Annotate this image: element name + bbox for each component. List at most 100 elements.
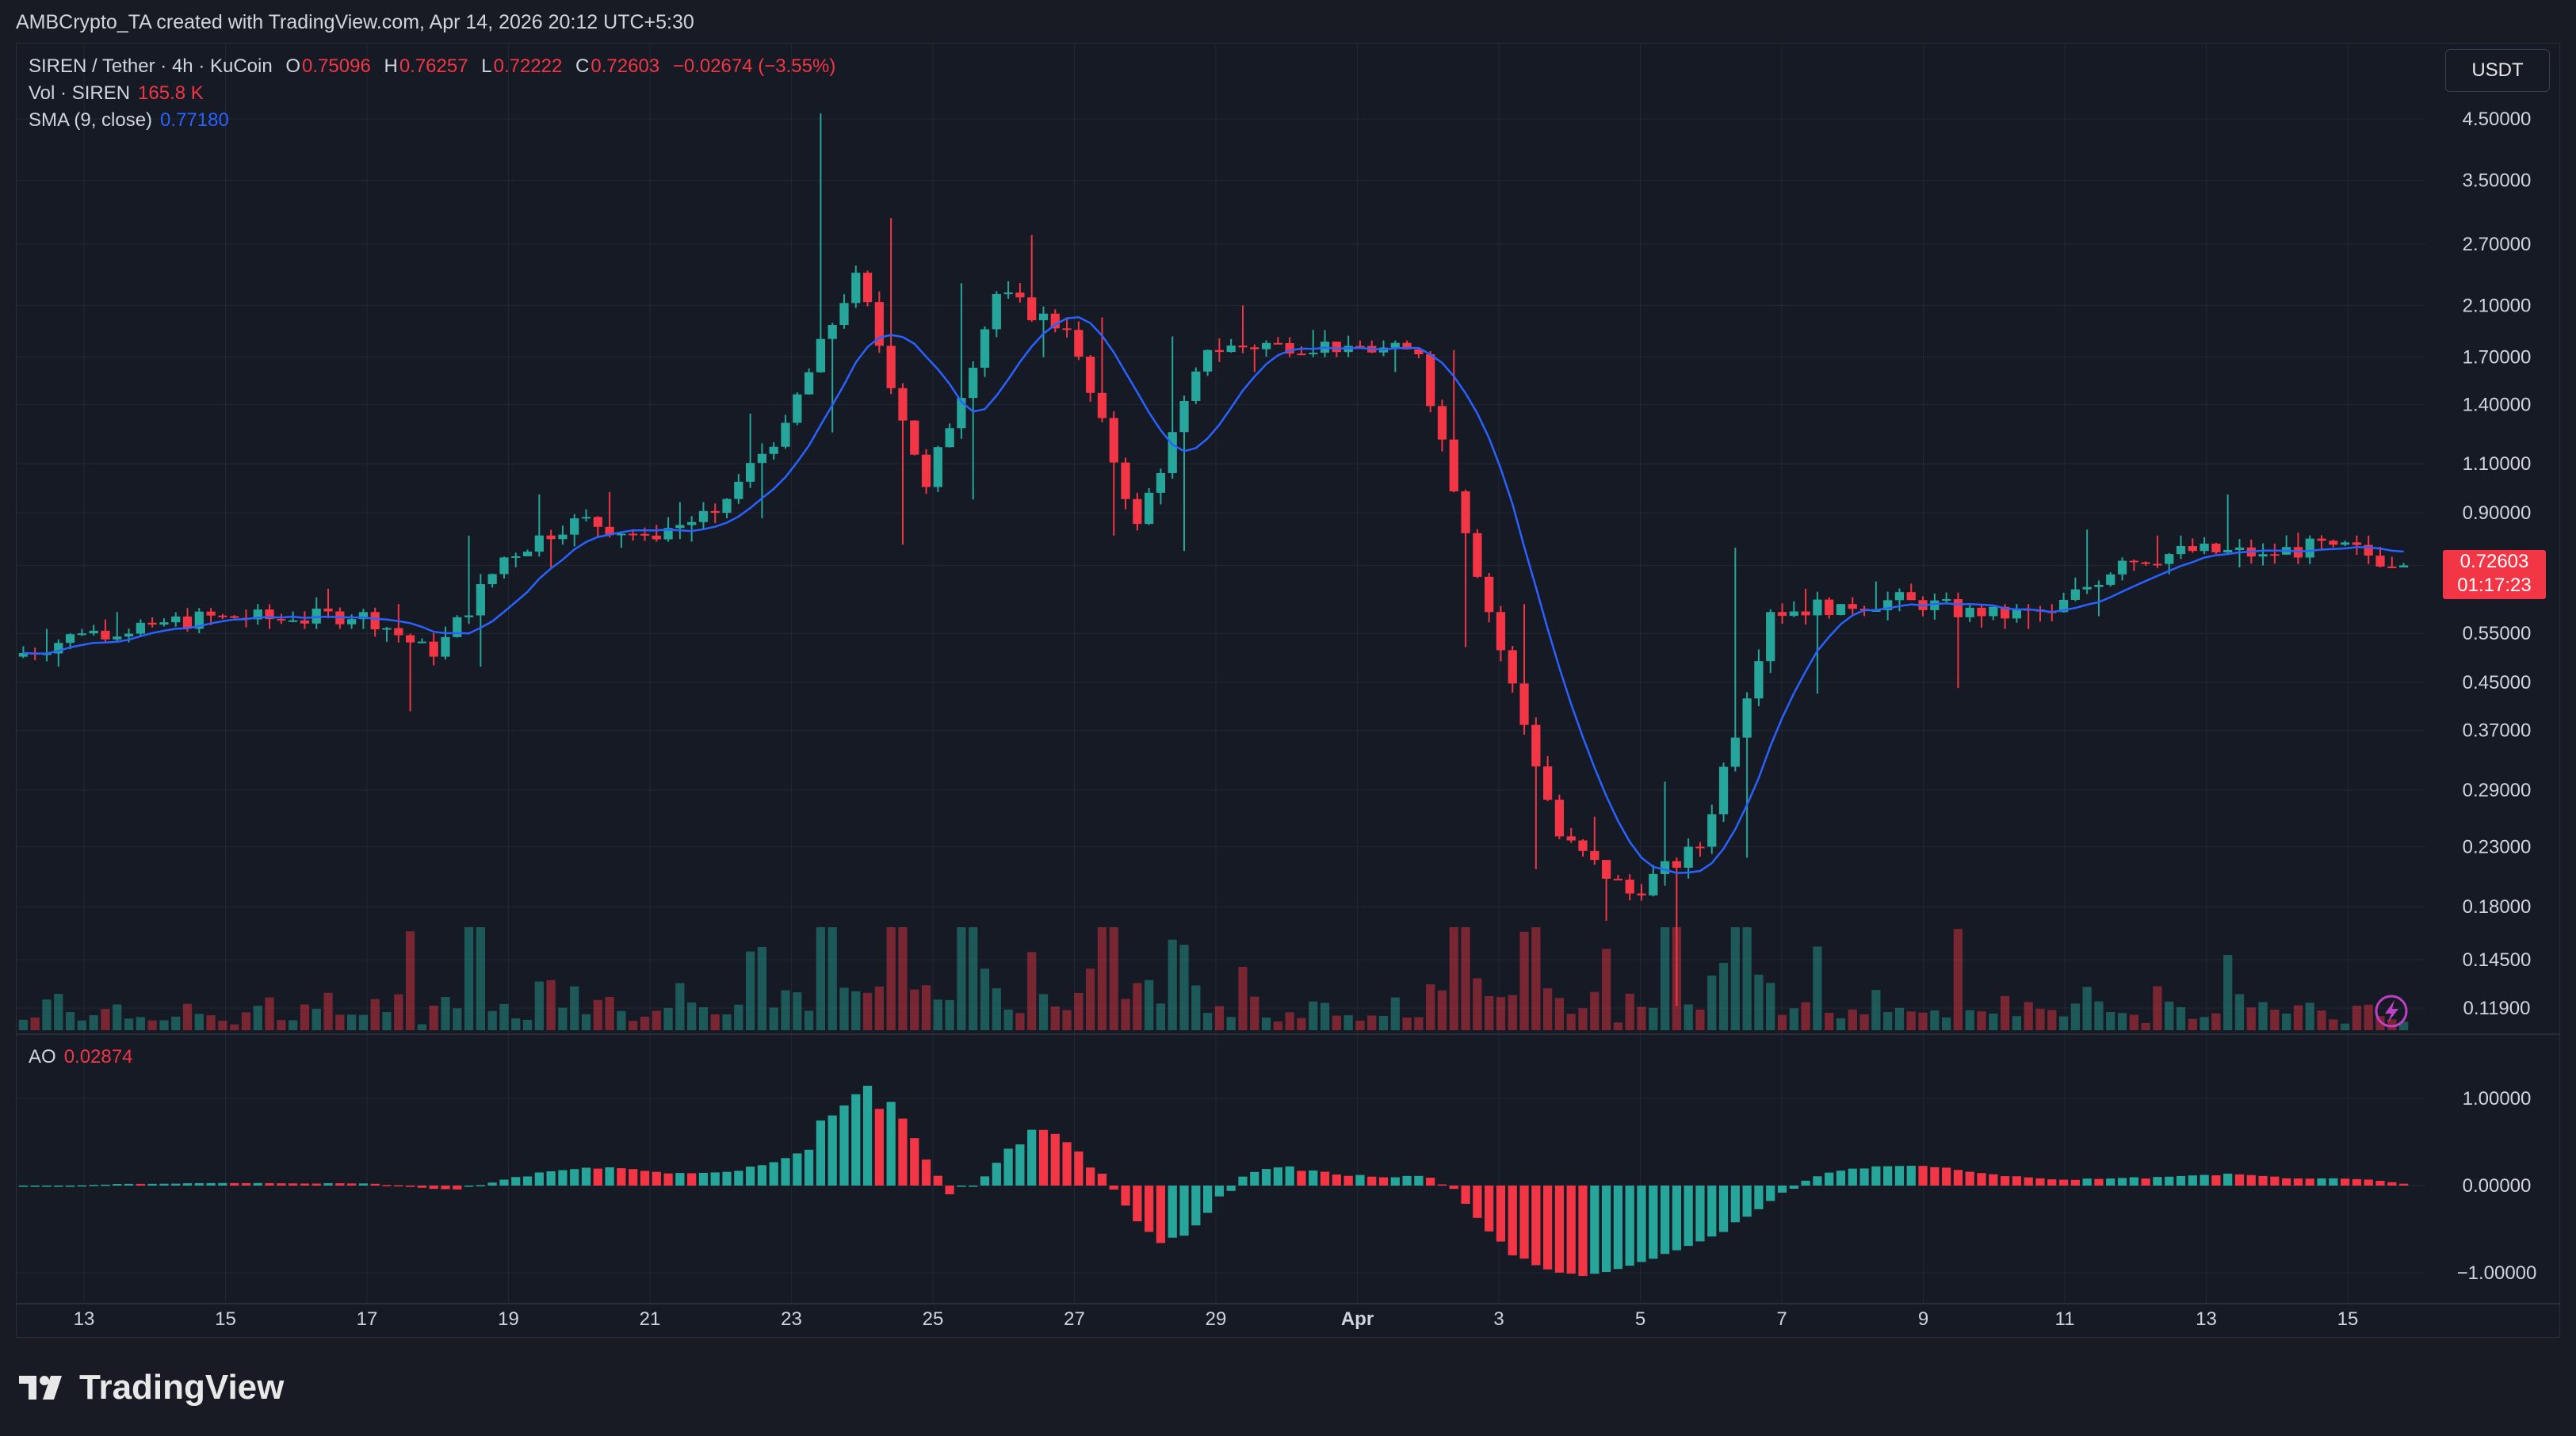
ao-bar [1695,1186,1705,1242]
volume-bar [2141,1022,2150,1030]
candle-body [147,622,157,625]
candle-body [2106,574,2115,585]
volume-bar [886,927,896,1030]
lightning-icon[interactable] [2375,995,2408,1028]
candle-body [2176,546,2186,555]
volume-bar [675,983,685,1030]
ao-bar [1825,1172,1834,1186]
candle-body [77,633,86,636]
candle-body [734,481,743,499]
time-tick: 15 [2337,1308,2359,1330]
volume-bar [487,1010,497,1030]
volume-bar [957,927,966,1030]
volume-bar [2317,1010,2326,1030]
volume-bar [1825,1013,1834,1030]
ao-bar [921,1159,931,1186]
ao-bar [1449,1186,1458,1190]
time-tick: 29 [1206,1308,1227,1330]
candle-body [1485,576,1494,613]
candle-body [2329,540,2338,545]
ao-bar [722,1171,732,1186]
ao-bar [2223,1173,2233,1186]
candle-body [1637,893,1646,896]
candle-body [2141,562,2150,564]
tradingview-logo[interactable]: TradingView [17,1368,284,1407]
open-label: O [285,55,301,77]
sma-label: SMA (9, close) [29,109,153,131]
volume-bar [2398,1022,2409,1030]
ao-bar [2012,1176,2022,1186]
candle-body [405,635,415,643]
ao-bar [77,1185,86,1187]
time-tick: 13 [2196,1308,2217,1330]
volume-bar [827,927,837,1030]
ao-bar [1707,1186,1717,1237]
ao-bar [1062,1142,1072,1186]
volume-bar [1437,990,1447,1030]
ao-bar [499,1179,509,1186]
volume-bar [358,1014,369,1030]
candle-body [194,611,204,629]
volume-bar [1519,931,1529,1030]
volume-bar [1601,949,1611,1030]
volume-bar [218,1021,227,1030]
ao-bar [2024,1177,2033,1186]
ao-bar [453,1186,462,1190]
candle-body [605,526,614,536]
time-tick: 11 [2055,1308,2075,1330]
ao-bar [1027,1129,1037,1186]
volume-bar [1390,997,1400,1030]
candle-body [159,622,169,625]
sma-legend: SMA (9, close) 0.77180 [29,109,237,132]
chart-frame[interactable] [16,43,2560,1338]
candle-body [1684,846,1693,868]
ao-bar [1238,1176,1248,1186]
volume-bar [652,1010,661,1030]
volume-bar [2375,1016,2385,1030]
candle-body [1836,604,1846,616]
volume-bar [1730,927,1740,1030]
time-tick: 9 [1918,1308,1928,1330]
candle-body [2211,543,2221,553]
candle-body [265,609,274,620]
volume-bar [405,931,415,1030]
volume-bar [1015,1013,1025,1030]
ao-bar [2364,1179,2373,1186]
candle-body [1730,737,1740,767]
ao-bar [886,1102,896,1186]
ao-bar [300,1183,310,1186]
price-tick: 1.10000 [2463,453,2532,475]
volume-bar [1309,1001,1318,1030]
ao-bar [1050,1133,1060,1186]
volume-bar [101,1009,110,1030]
candle-body [1437,406,1447,440]
ao-bar [1309,1170,1318,1186]
price-tick: 0.37000 [2463,720,2532,742]
ao-bar [1145,1186,1154,1232]
ao-bar [1355,1174,1365,1186]
ao-bar [1496,1186,1506,1242]
time-tick: Apr [1341,1308,1374,1330]
ao-bar [1942,1167,1951,1186]
candle-body [1121,462,1130,499]
candle-body [839,303,849,326]
volume-bar [522,1019,533,1030]
volume-bar [441,997,450,1030]
volume-bar [2153,986,2162,1030]
ao-bar [2141,1178,2150,1186]
candle-body [2223,549,2233,553]
volume-bar [710,1014,720,1030]
candle-body [253,609,262,620]
volume-bar [1531,927,1541,1030]
currency-button[interactable]: USDT [2445,49,2550,92]
candle-body [394,628,403,636]
price-tick: 0.14500 [2463,949,2532,971]
close-value: 0.72603 [590,55,660,77]
ao-bar [663,1173,673,1186]
candle-body [1531,724,1541,767]
volume-bar [1238,967,1248,1030]
ao-value: 0.02874 [63,1046,133,1067]
candle-body [441,636,450,657]
ao-bar [218,1182,227,1186]
